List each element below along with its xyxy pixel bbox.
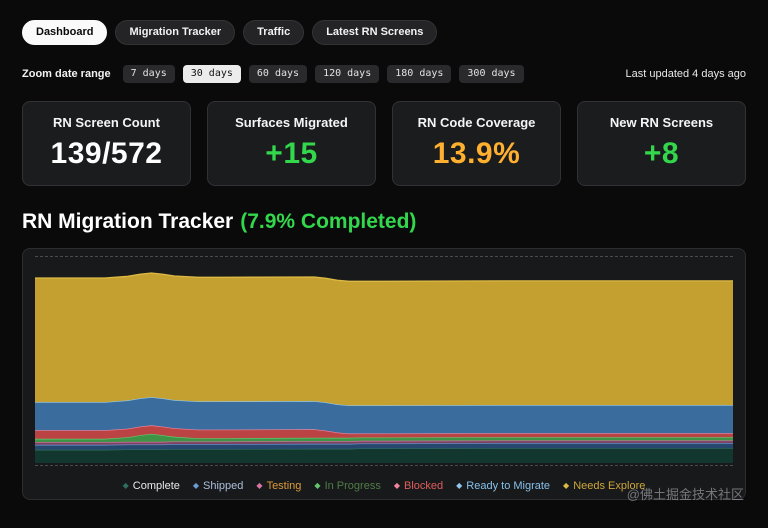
legend-item-shipped[interactable]: ◆ Shipped [193,480,244,492]
range-30-days[interactable]: 30 days [182,65,241,83]
legend-marker-icon: ◆ [122,481,129,490]
chart-gridline-bottom [35,465,733,466]
legend-item-blocked[interactable]: ◆ Blocked [394,480,443,492]
legend-label: Shipped [203,480,244,492]
stat-card-new-rn-screens: New RN Screens +8 [577,101,746,186]
legend-marker-icon: ◆ [256,481,263,490]
range-120-days[interactable]: 120 days [315,65,380,83]
section-title: RN Migration Tracker [22,210,234,233]
section-heading: RN Migration Tracker (7.9% Completed) [22,210,746,234]
date-range-label: Zoom date range [22,68,111,80]
range-180-days[interactable]: 180 days [387,65,452,83]
legend-item-in-progress[interactable]: ◆ In Progress [314,480,380,492]
range-300-days[interactable]: 300 days [459,65,524,83]
tab-traffic[interactable]: Traffic [243,20,305,45]
legend-marker-icon: ◆ [314,481,321,490]
legend-marker-icon: ◆ [563,481,570,490]
migration-chart-panel: ◆ Complete ◆ Shipped ◆ Testing ◆ In Progress ◆ Bl… [22,248,746,500]
stat-card-surfaces-migrated: Surfaces Migrated +15 [207,101,376,186]
stat-card-rn-code-coverage: RN Code Coverage 13.9% [392,101,561,186]
top-nav: Dashboard Migration Tracker Traffic Late… [22,20,746,45]
stacked-area-chart[interactable] [35,271,733,463]
stat-cards: RN Screen Count 139/572 Surfaces Migrate… [22,101,746,186]
tab-latest-rn-screens[interactable]: Latest RN Screens [312,20,438,45]
stat-title: Surfaces Migrated [235,115,348,130]
legend-label: Needs Explore [573,480,646,492]
stat-value: +8 [643,137,680,170]
stat-title: New RN Screens [609,115,714,130]
legend-marker-icon: ◆ [393,481,400,490]
last-updated-text: Last updated 4 days ago [625,68,746,80]
tab-dashboard[interactable]: Dashboard [22,20,108,45]
legend-label: Testing [266,480,302,492]
legend-marker-icon: ◆ [456,481,463,490]
legend-label: Ready to Migrate [466,480,551,492]
legend-item-needs-explore[interactable]: ◆ Needs Explore [563,480,645,492]
range-7-days[interactable]: 7 days [122,65,175,83]
tab-migration-tracker[interactable]: Migration Tracker [115,20,236,45]
stat-title: RN Screen Count [53,115,160,130]
stat-card-rn-screen-count: RN Screen Count 139/572 [22,101,191,186]
range-60-days[interactable]: 60 days [248,65,308,83]
legend-label: Complete [132,480,180,492]
stat-value: +15 [265,137,318,170]
legend-label: Blocked [403,480,444,492]
legend-item-testing[interactable]: ◆ Testing [256,480,301,492]
legend-item-complete[interactable]: ◆ Complete [123,480,180,492]
stat-value: 139/572 [50,137,163,170]
legend-marker-icon: ◆ [192,481,200,490]
date-range-row: Zoom date range 7 days 30 days 60 days 1… [22,65,746,83]
stat-value: 13.9% [432,137,521,170]
legend-item-ready-to-migrate[interactable]: ◆ Ready to Migrate [456,480,550,492]
legend-label: In Progress [324,480,381,492]
chart-gridline-top [35,256,733,257]
chart-legend: ◆ Complete ◆ Shipped ◆ Testing ◆ In Progress ◆ Bl… [23,480,745,492]
stat-title: RN Code Coverage [417,115,536,130]
section-completion-percent: (7.9% Completed) [240,210,417,233]
